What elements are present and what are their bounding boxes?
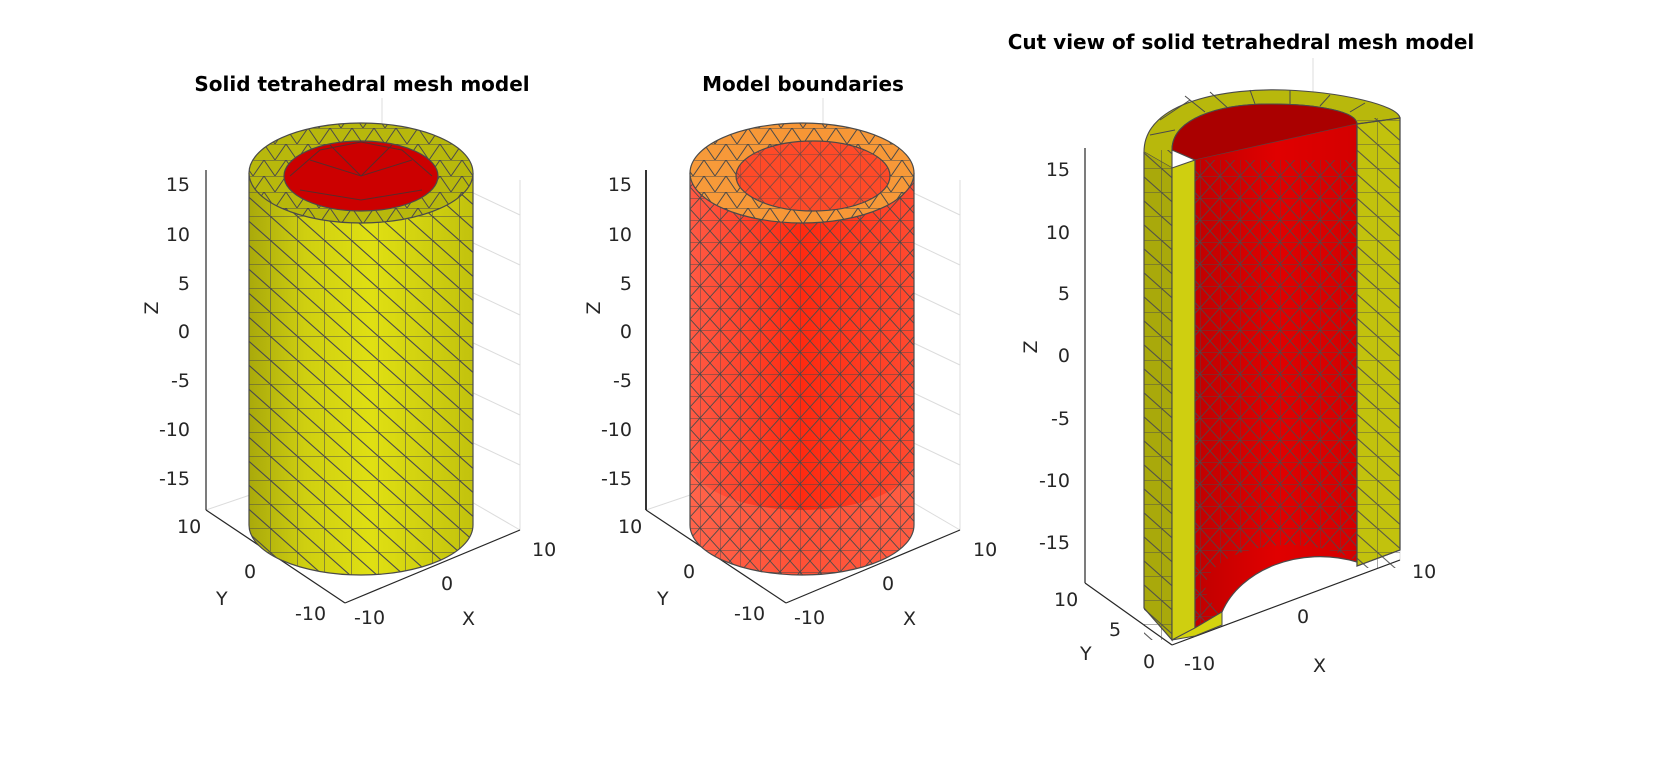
x-tick: 10	[532, 539, 556, 561]
z-tick: -15	[159, 468, 190, 490]
y-tick: 0	[1143, 651, 1155, 673]
z-tick: 5	[1058, 283, 1070, 305]
z-tick: 15	[166, 174, 190, 196]
z-tick: -5	[171, 370, 190, 392]
z-axis-label: Z	[1020, 340, 1042, 353]
y-tick: 10	[1054, 589, 1078, 611]
y-tick: -10	[295, 603, 326, 625]
z-tick: 0	[178, 321, 190, 343]
z-tick: -15	[601, 468, 632, 490]
y-tick: 10	[177, 516, 201, 538]
z-tick-labels: 15 10 5 0 -5 -10 -15	[601, 174, 632, 490]
z-tick: -5	[613, 370, 632, 392]
x-axis-label: X	[462, 608, 475, 630]
z-tick: -10	[159, 419, 190, 441]
z-tick: 0	[1058, 345, 1070, 367]
panel-title: Cut view of solid tetrahedral mesh model	[1008, 30, 1475, 54]
y-axis-label: Y	[215, 588, 228, 610]
x-tick: -10	[1184, 653, 1215, 675]
x-tick: 0	[441, 573, 453, 595]
z-tick: -15	[1039, 532, 1070, 554]
x-tick: 0	[882, 573, 894, 595]
z-tick: 5	[178, 273, 190, 295]
z-tick: -10	[1039, 470, 1070, 492]
y-tick: 5	[1109, 619, 1121, 641]
y-tick: 10	[618, 516, 642, 538]
x-tick: 0	[1297, 606, 1309, 628]
z-tick: -5	[1051, 408, 1070, 430]
boundary-cylinder	[689, 122, 915, 576]
z-axis-label: Z	[583, 301, 605, 314]
panel-solid: Solid tetrahedral mesh model	[141, 72, 556, 630]
x-axis-label: X	[903, 608, 916, 630]
z-axis-label: Z	[141, 301, 163, 314]
z-tick: 0	[620, 321, 632, 343]
panel-cut: Cut view of solid tetrahedral mesh model	[1008, 30, 1475, 677]
solid-cylinder	[248, 122, 474, 576]
z-tick: 10	[166, 224, 190, 246]
x-axis-label: X	[1313, 655, 1326, 677]
y-axis-label: Y	[656, 588, 669, 610]
x-tick: -10	[354, 607, 385, 629]
z-tick-labels: 15 10 5 0 -5 -10 -15	[159, 174, 190, 490]
z-tick: 10	[1046, 222, 1070, 244]
y-axis-label: Y	[1079, 643, 1092, 665]
cut-cylinder	[1143, 89, 1401, 642]
x-tick: -10	[794, 607, 825, 629]
panel-title: Solid tetrahedral mesh model	[194, 72, 529, 96]
z-tick: 10	[608, 224, 632, 246]
panel-boundaries: Model boundaries	[583, 72, 997, 630]
z-tick: -10	[601, 419, 632, 441]
x-tick: 10	[1412, 561, 1436, 583]
z-tick-labels: 15 10 5 0 -5 -10 -15	[1039, 159, 1070, 554]
z-tick: 15	[1046, 159, 1070, 181]
y-tick: 0	[244, 561, 256, 583]
z-tick: 15	[608, 174, 632, 196]
z-tick: 5	[620, 273, 632, 295]
y-tick: -10	[734, 603, 765, 625]
y-tick: 0	[683, 561, 695, 583]
x-tick: 10	[973, 539, 997, 561]
panel-title: Model boundaries	[702, 72, 904, 96]
